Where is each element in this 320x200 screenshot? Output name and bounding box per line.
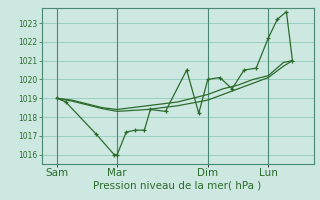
X-axis label: Pression niveau de la mer( hPa ): Pression niveau de la mer( hPa ) xyxy=(93,181,262,191)
